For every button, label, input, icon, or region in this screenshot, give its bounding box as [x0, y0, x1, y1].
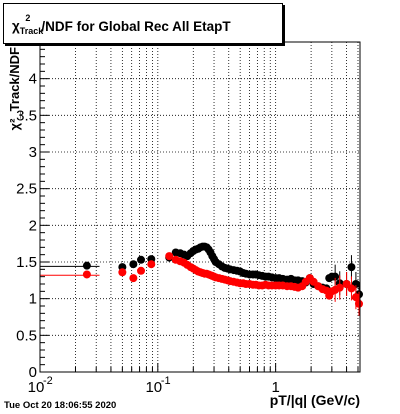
data-point [82, 270, 91, 279]
title-box: χTrack 2/NDF for Global Rec All EtapT [3, 3, 283, 44]
x-tick-exponent: -1 [161, 375, 171, 387]
data-point [129, 274, 138, 283]
data-point [331, 272, 340, 281]
data-point [351, 293, 360, 302]
data-point [118, 268, 127, 277]
y-tick-label: 1 [29, 291, 37, 308]
plot-frame [39, 41, 361, 373]
title-sub: Track [19, 26, 44, 37]
title-rest: /NDF for Global Rec All EtapT [41, 18, 231, 34]
data-point [165, 252, 174, 261]
title-chi: χ [12, 18, 20, 34]
data-point [347, 263, 356, 272]
data-point [82, 261, 91, 270]
y-tick-label: 1.5 [16, 254, 37, 271]
title-sup: 2 [25, 13, 31, 23]
y-tick-label: 0.5 [16, 327, 37, 344]
grid-lines [40, 42, 360, 372]
timestamp-footer: Tue Oct 20 18:06:55 2020 [4, 400, 117, 411]
data-point [335, 283, 344, 292]
data-series [40, 242, 364, 316]
axes [39, 48, 359, 373]
y-axis-label: χ²_Track/NDF [7, 47, 22, 130]
x-tick-exponent: -2 [43, 375, 53, 387]
y-tick-label: 4 [29, 71, 37, 88]
x-tick-label: 10 [145, 379, 162, 396]
y-tick-label: 3 [29, 144, 37, 161]
y-tick-label: 3.5 [16, 107, 37, 124]
x-tick-label: 10 [28, 379, 45, 396]
data-point [347, 284, 356, 293]
y-tick-label: 2.5 [16, 181, 37, 198]
y-tick-label: 0 [29, 364, 37, 381]
data-point [137, 255, 146, 264]
data-point [129, 260, 138, 269]
series-1 [40, 252, 364, 316]
x-axis-label: pT/|q| (GeV/c) [270, 392, 360, 408]
data-point [137, 266, 146, 275]
data-point [355, 299, 364, 308]
x-tick-label: 1 [271, 379, 279, 396]
y-tick-label: 2 [29, 217, 37, 234]
data-point [147, 260, 156, 269]
chart-title: χTrack 2/NDF for Global Rec All EtapT [12, 13, 231, 37]
